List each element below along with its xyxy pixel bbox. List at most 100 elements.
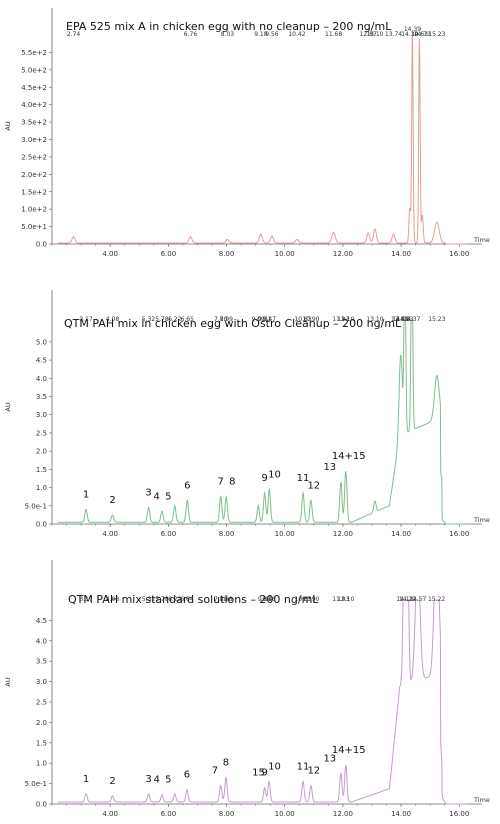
peak-label: 12.10 bbox=[337, 596, 354, 603]
x-tick-label: 4.00 bbox=[102, 250, 118, 258]
peak-label: 9.46 bbox=[262, 596, 276, 603]
peak-label: 6.65 bbox=[181, 316, 195, 323]
x-tick-label: 10.00 bbox=[275, 810, 295, 818]
y-tick-label: 1.0e+2 bbox=[21, 206, 47, 214]
peak-label: 12.87 bbox=[360, 31, 377, 38]
y-tick-label: 3.0e+2 bbox=[21, 136, 47, 144]
x-tick-label: 6.00 bbox=[161, 810, 177, 818]
compound-number: 11 bbox=[297, 762, 310, 773]
compound-number: 11 bbox=[297, 473, 310, 484]
y-tick-label: 2.5 bbox=[36, 699, 47, 707]
peak-label: 9.09 bbox=[252, 316, 266, 323]
peak-label: 13.10 bbox=[366, 316, 383, 323]
peak-label: 14.30 bbox=[401, 31, 418, 38]
x-tick-label: 10.00 bbox=[275, 250, 295, 258]
peak-label: 14.13 bbox=[396, 316, 413, 323]
chart-title: QTM PAH mix standard solutions – 200 ng/… bbox=[68, 593, 319, 606]
y-tick-label: 4.0 bbox=[36, 637, 47, 645]
peak-label: 7.80 bbox=[214, 316, 228, 323]
peak-label: 11.93 bbox=[332, 596, 349, 603]
y-tick-label: 2.5e+2 bbox=[21, 153, 47, 161]
x-tick-label: 8.00 bbox=[219, 530, 235, 538]
compound-number: 10 bbox=[268, 469, 281, 480]
compound-number: 7 bbox=[212, 766, 218, 777]
x-tick-label: 14.00 bbox=[391, 530, 411, 538]
y-tick-label: 3.0 bbox=[36, 678, 47, 686]
peak-label: 14.13 bbox=[396, 596, 413, 603]
y-tick-label: 0.0 bbox=[36, 521, 47, 529]
compound-number: 14+15 bbox=[332, 451, 366, 462]
peak-label: 6.76 bbox=[184, 31, 198, 38]
compound-number: 3 bbox=[145, 774, 151, 785]
compound-number: 7 bbox=[218, 477, 224, 488]
compound-number: 1 bbox=[83, 774, 89, 785]
y-tick-label: 1.5 bbox=[36, 739, 47, 747]
x-tick-label: 10.00 bbox=[275, 530, 295, 538]
peak-label: 6.22 bbox=[168, 316, 182, 323]
y-tick-label: 5.0e-1 bbox=[25, 780, 47, 788]
peak-label: 5.32 bbox=[142, 596, 156, 603]
compound-number: 3 bbox=[145, 488, 151, 499]
compound-number: 2 bbox=[109, 776, 115, 787]
chromatogram-panel-3: QTM PAH mix standard solutions – 200 ng/… bbox=[4, 560, 490, 818]
x-tick-label: 12.00 bbox=[333, 810, 353, 818]
compound-number: 14+15 bbox=[332, 745, 366, 756]
x-tick-label: 8.00 bbox=[219, 250, 235, 258]
compound-number: 13 bbox=[323, 753, 336, 764]
peak-label: 14.22 bbox=[399, 596, 416, 603]
peak-label: 15.23 bbox=[428, 31, 445, 38]
y-tick-label: 5.0e-1 bbox=[25, 502, 47, 510]
compound-number: 8 bbox=[229, 477, 235, 488]
peak-label: 9.47 bbox=[263, 316, 277, 323]
peak-label: 10.63 bbox=[294, 596, 311, 603]
peak-label: 2.74 bbox=[67, 31, 81, 38]
x-tick-label: 16.00 bbox=[449, 810, 469, 818]
peak-label: 4.08 bbox=[106, 596, 120, 603]
y-axis-label: AU bbox=[4, 121, 12, 130]
compound-number: 8 bbox=[223, 757, 229, 768]
compound-number: 12 bbox=[307, 480, 320, 491]
compound-number: 5 bbox=[165, 775, 171, 786]
x-axis-label: Time bbox=[473, 796, 490, 804]
y-tick-label: 3.5e+2 bbox=[21, 119, 47, 127]
peak-label: 9.56 bbox=[265, 31, 279, 38]
peak-label: 11.93 bbox=[332, 316, 349, 323]
compound-number: 2 bbox=[109, 495, 115, 506]
peak-label: 15.23 bbox=[428, 316, 445, 323]
compound-number: 4 bbox=[154, 491, 160, 502]
x-tick-label: 8.00 bbox=[219, 810, 235, 818]
peak-label: 5.78 bbox=[155, 316, 169, 323]
peak-label: 13.10 bbox=[366, 31, 383, 38]
compound-number: 4 bbox=[154, 775, 160, 786]
compound-number: 12 bbox=[307, 766, 320, 777]
x-tick-label: 16.00 bbox=[449, 250, 469, 258]
compound-number: 13 bbox=[323, 462, 336, 473]
peak-label: 14.63 bbox=[411, 31, 428, 38]
peak-label: 14.57 bbox=[409, 596, 426, 603]
compound-number: 9 bbox=[261, 768, 267, 779]
x-tick-label: 4.00 bbox=[102, 530, 118, 538]
peak-label: 5.78 bbox=[155, 596, 169, 603]
peak-label: 11.68 bbox=[325, 31, 342, 38]
peak-label: 14.37 bbox=[403, 316, 420, 323]
x-tick-label: 12.00 bbox=[333, 530, 353, 538]
peak-label: 7.98 bbox=[219, 596, 233, 603]
y-tick-label: 5.0e+2 bbox=[21, 66, 47, 74]
chart-title: QTM PAH mix in chicken egg with Ostro Cl… bbox=[64, 317, 402, 330]
peak-label: 8.03 bbox=[221, 31, 235, 38]
peak-label: 5.32 bbox=[142, 316, 156, 323]
peak-label: 14.39 bbox=[404, 26, 421, 33]
compound-number: 6 bbox=[184, 770, 190, 781]
y-tick-label: 1.0 bbox=[36, 760, 47, 768]
compound-number: 9 bbox=[261, 473, 267, 484]
x-tick-label: 6.00 bbox=[161, 530, 177, 538]
y-axis-label: AU bbox=[4, 677, 12, 686]
peak-label: 15.22 bbox=[428, 596, 445, 603]
y-tick-label: 4.0 bbox=[36, 375, 47, 383]
x-tick-label: 14.00 bbox=[391, 810, 411, 818]
chromatogram-trace bbox=[57, 34, 466, 245]
y-tick-label: 1.5 bbox=[36, 466, 47, 474]
y-tick-label: 4.5 bbox=[36, 357, 47, 365]
peak-label: 7.80 bbox=[214, 596, 228, 603]
